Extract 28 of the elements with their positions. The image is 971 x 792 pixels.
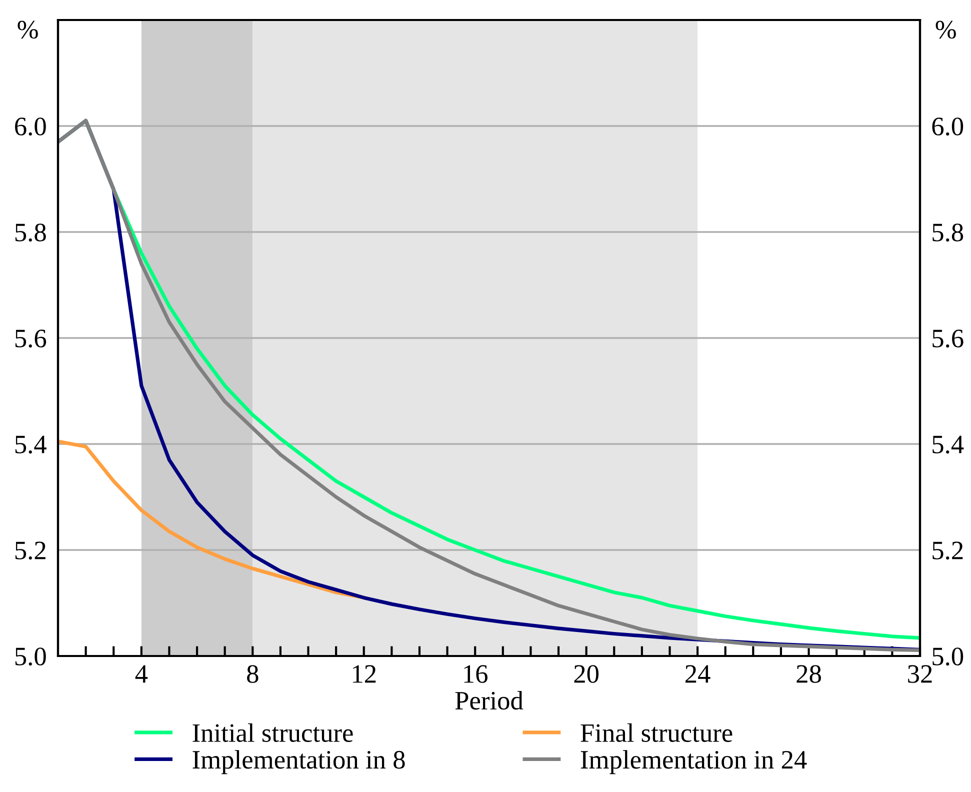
y-tick-label: 5.2 (15, 542, 46, 560)
legend-label: Implementation in 24 (580, 750, 807, 774)
x-axis-title: Period (455, 691, 524, 710)
y-tick-label: 5.6 (15, 330, 46, 348)
legend-label: Implementation in 8 (192, 750, 405, 774)
y2-tick-label: 6.0 (932, 118, 964, 136)
x-tick-label: 20 (574, 665, 599, 683)
y2-tick-label: 5.4 (932, 436, 964, 454)
x-tick-label: 32 (908, 665, 932, 683)
y-tick-label: 5.8 (15, 224, 46, 242)
x-tick-label: 24 (686, 665, 710, 683)
legend-label: Final structure (580, 723, 732, 742)
line-series (58, 440, 366, 600)
x-tick-label: 28 (796, 665, 821, 683)
legend-label: Initial structure (192, 723, 353, 742)
x-tick-label: 8 (247, 665, 258, 683)
y2-tick-label: 5.8 (932, 224, 964, 242)
y-tick-label: 5.4 (15, 436, 46, 454)
y-axis-title: % (18, 20, 38, 39)
x-tick-label: 12 (353, 665, 376, 683)
y-tick-label: 5.0 (15, 648, 46, 666)
y-tick-label: 6.0 (15, 118, 46, 136)
x-tick-label: 4 (135, 665, 148, 683)
x-tick-label: 16 (464, 665, 488, 683)
y2-tick-label: 5.0 (932, 648, 964, 666)
y2-tick-label: 5.2 (932, 542, 963, 560)
y2-tick-label: 5.6 (932, 330, 964, 348)
y2-axis-title: % (936, 20, 956, 39)
